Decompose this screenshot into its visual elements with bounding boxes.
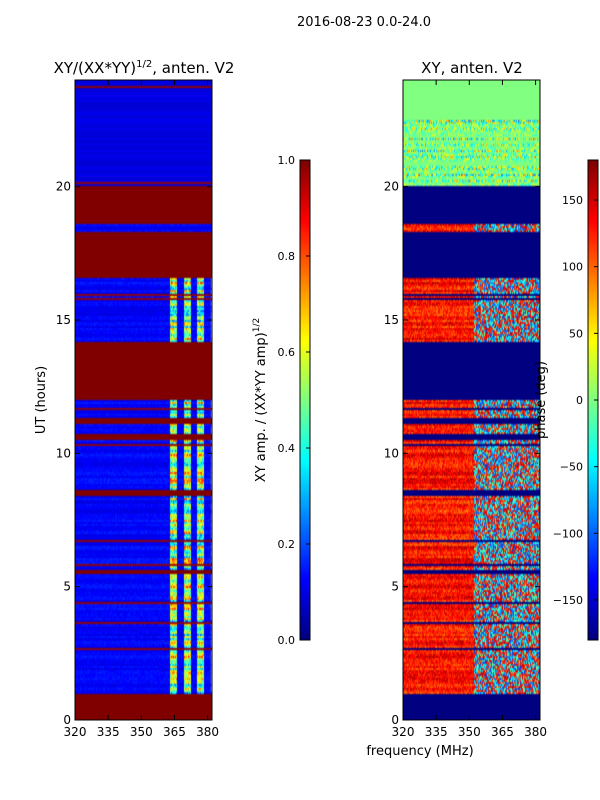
amplitude-colorbar-frame (299, 159, 311, 641)
amplitude-colorbar: 0.0 0.2 0.4 0.6 0.8 1.0 XY amp. / (XX*YY amp)… (252, 154, 311, 647)
amplitude-colorbar-label-main: XY amp. / (XX*YY amp) (254, 332, 269, 482)
phase-panel: XY, anten. V2 320 335 350 365 380 0 5 10 15 20 f… (366, 59, 547, 759)
figure-title: 2016-08-23 0.0-24.0 (297, 15, 431, 30)
phase-colorbar: −150 −100 −50 0 50 100 150 phase (deg) (534, 159, 599, 641)
y-tick-label: 15 (56, 313, 71, 327)
y-tick-label: 0 (63, 713, 71, 727)
x-tick-label: 335 (97, 725, 120, 739)
colorbar-tick-label: −100 (553, 527, 583, 540)
colorbar-tick-label: 0.0 (278, 634, 296, 647)
amplitude-plot-frame (74, 79, 213, 721)
colorbar-tick-label: 0.4 (278, 442, 296, 455)
x-tick-label: 380 (524, 725, 547, 739)
amplitude-colorbar-ticks: 0.0 0.2 0.4 0.6 0.8 1.0 (278, 154, 310, 647)
y-tick-label: 5 (63, 580, 71, 594)
y-tick-label: 20 (384, 180, 399, 194)
amplitude-colorbar-label-exponent: 1/2 (252, 318, 262, 332)
x-tick-label: 350 (458, 725, 481, 739)
x-tick-label: 365 (163, 725, 186, 739)
x-tick-label: 380 (196, 725, 219, 739)
amplitude-title-main: XY/(XX*YY) (54, 59, 137, 77)
colorbar-tick-label: 1.0 (278, 154, 296, 167)
x-tick-label: 365 (491, 725, 514, 739)
phase-colorbar-ticks: −150 −100 −50 0 50 100 150 (553, 194, 598, 607)
colorbar-tick-label: 0.6 (278, 346, 296, 359)
amplitude-colorbar-gradient (300, 160, 310, 640)
phase-y-axis: 0 5 10 15 20 (384, 180, 540, 727)
colorbar-tick-label: 0 (576, 394, 583, 407)
colorbar-tick-label: 100 (562, 261, 583, 274)
phase-heatmap (403, 80, 540, 720)
amplitude-title-tail: , anten. V2 (152, 59, 234, 77)
y-tick-label: 0 (391, 713, 399, 727)
colorbar-tick-label: −50 (560, 461, 583, 474)
amplitude-heatmap (75, 80, 212, 720)
phase-x-axis: 320 335 350 365 380 (392, 80, 547, 739)
x-tick-label: 350 (130, 725, 153, 739)
phase-plot-frame (402, 79, 541, 721)
x-tick-label: 320 (392, 725, 415, 739)
colorbar-tick-label: 150 (562, 194, 583, 207)
amplitude-title-exponent: 1/2 (136, 59, 152, 70)
colorbar-tick-label: 50 (569, 327, 583, 340)
y-tick-label: 10 (384, 446, 399, 460)
x-tick-label: 335 (425, 725, 448, 739)
phase-title: XY, anten. V2 (421, 59, 523, 77)
colorbar-tick-label: −150 (553, 594, 583, 607)
colorbar-tick-label: 0.8 (278, 250, 296, 263)
phase-colorbar-gradient (588, 160, 598, 640)
y-tick-label: 15 (384, 313, 399, 327)
amplitude-title: XY/(XX*YY)1/2, anten. V2 (54, 59, 235, 77)
y-tick-label: 5 (391, 580, 399, 594)
amplitude-panel: XY/(XX*YY)1/2, anten. V2 320 335 350 365 380… (34, 59, 234, 739)
amplitude-colorbar-label: XY amp. / (XX*YY amp)1/2 (252, 318, 269, 482)
amplitude-y-axis: 0 5 10 15 20 (56, 180, 212, 727)
y-tick-label: 10 (56, 446, 71, 460)
phase-colorbar-label: phase (deg) (534, 361, 549, 439)
x-tick-label: 320 (64, 725, 87, 739)
frequency-x-label: frequency (MHz) (366, 744, 473, 759)
amplitude-x-axis: 320 335 350 365 380 (64, 80, 219, 739)
amplitude-y-label: UT (hours) (34, 366, 49, 434)
colorbar-tick-label: 0.2 (278, 538, 296, 551)
y-tick-label: 20 (56, 180, 71, 194)
